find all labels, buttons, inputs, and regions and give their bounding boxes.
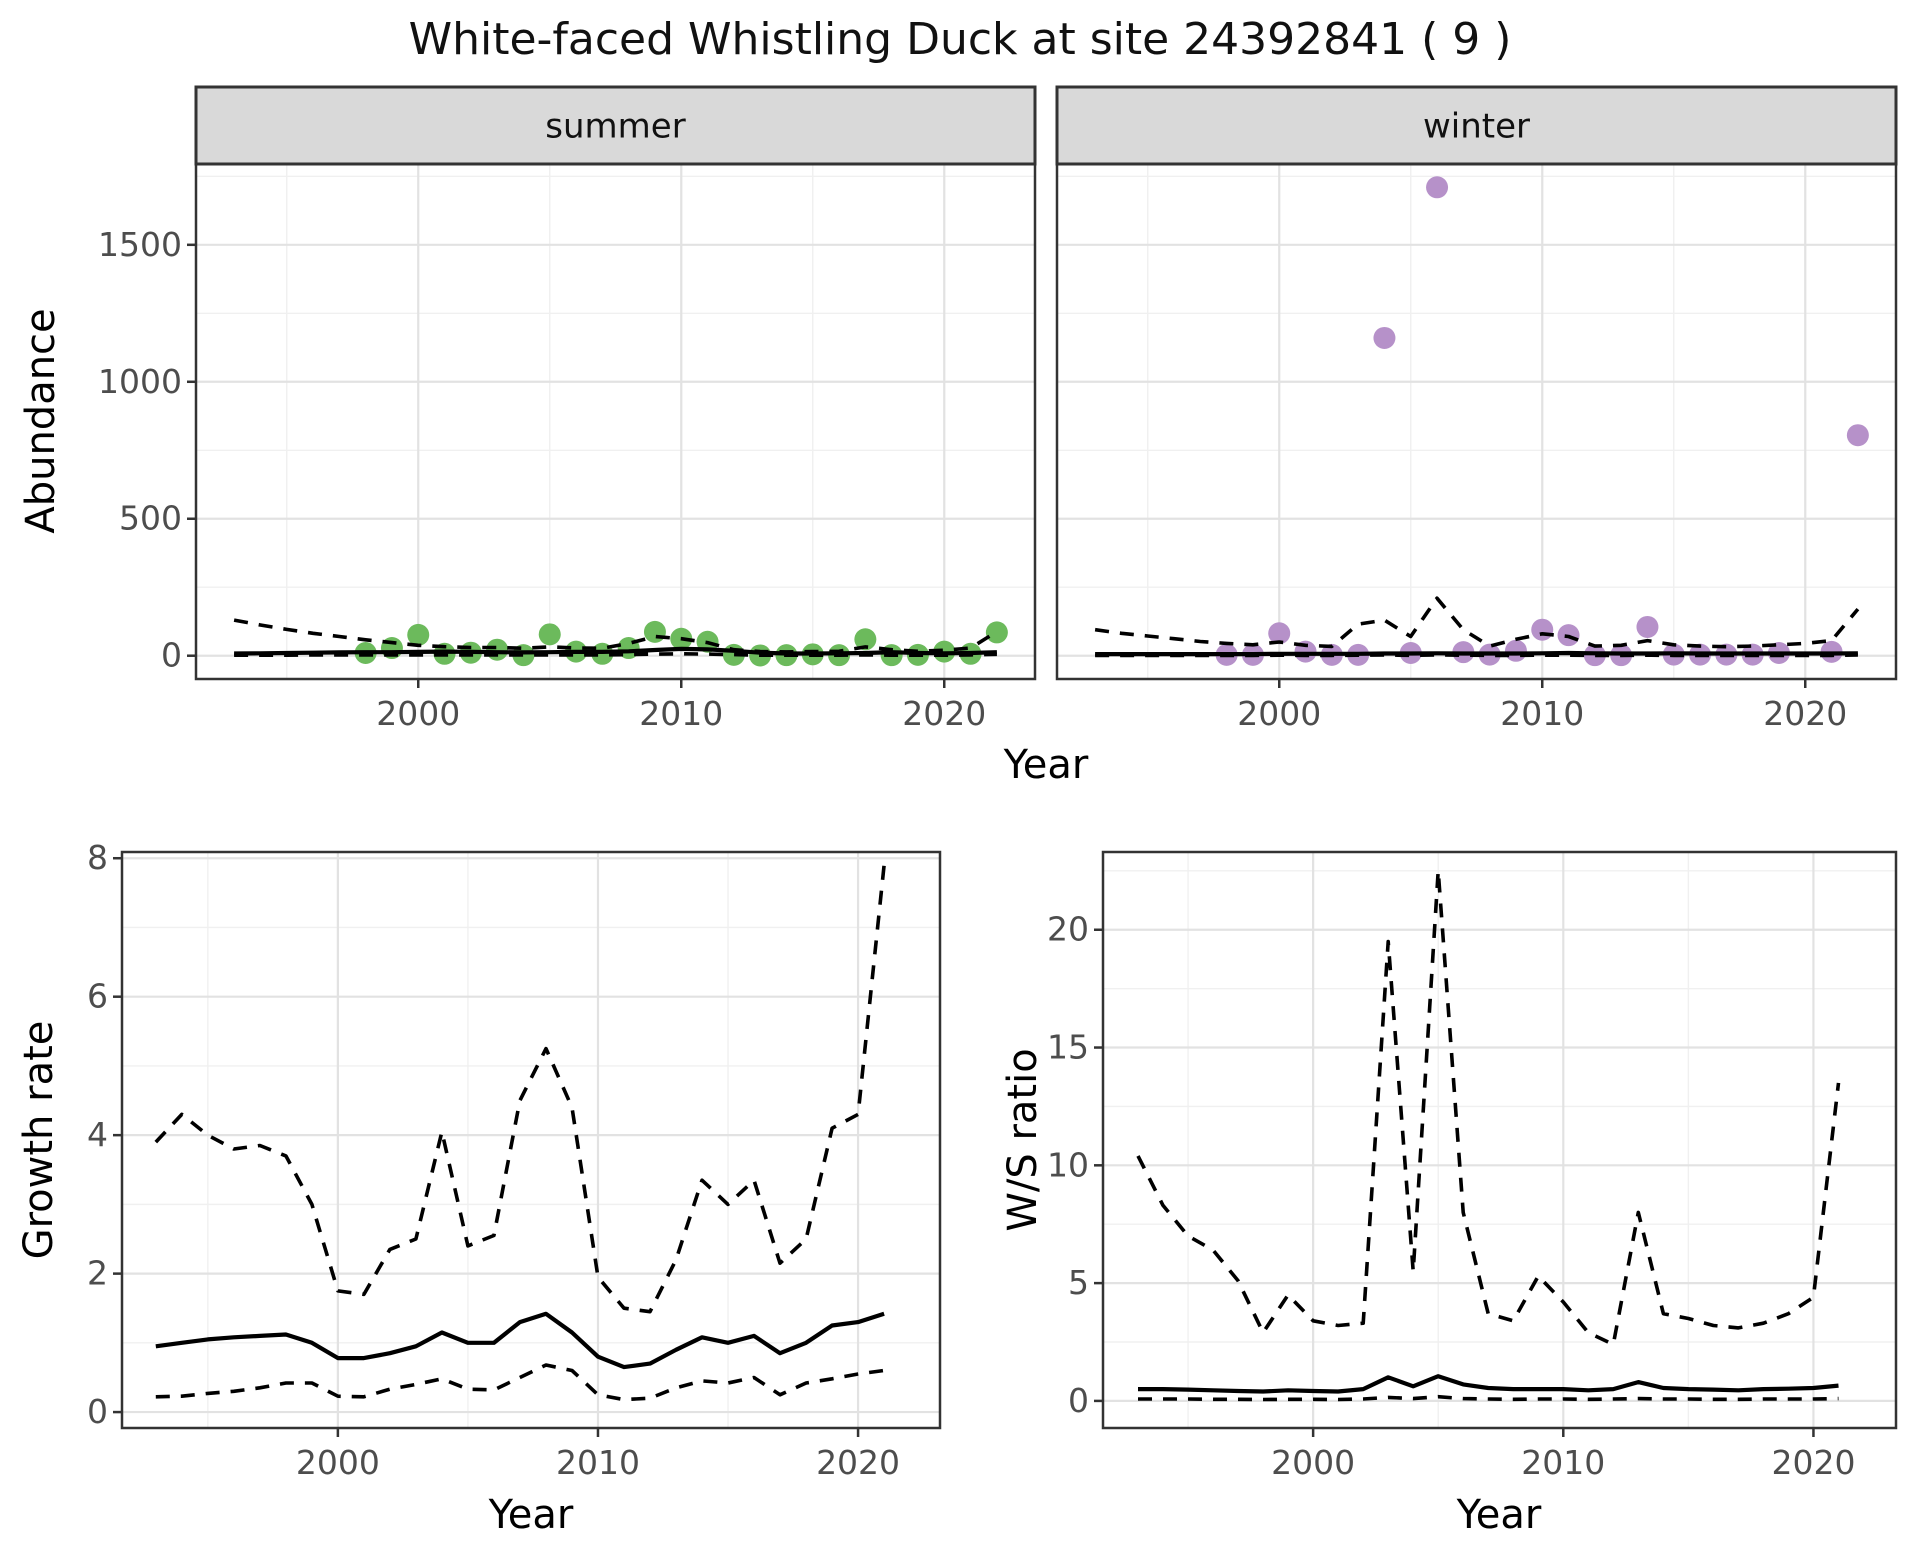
x-tick-label: 2020 (816, 1443, 900, 1482)
panel-background (1057, 164, 1896, 679)
chart-title: White-faced Whistling Duck at site 24392… (408, 14, 1512, 65)
panel-summer: summer 2000 2010 2020 0 500 1000 1500 (98, 85, 1037, 733)
facet-strip-label: winter (1423, 107, 1530, 147)
growth-rate-upper_ci-line (154, 865, 886, 1314)
summer-fitted_mean-line (234, 646, 997, 656)
ws-ratio-upper_ci-line (1136, 868, 1841, 1347)
winter-data-point (1636, 615, 1659, 638)
y-tick-label: 8 (87, 838, 108, 877)
axis-title-top-y: Abundance (18, 308, 64, 533)
growth-rate-mean_growth_rate-line (155, 1311, 885, 1370)
x-tick-label: 2000 (296, 1443, 380, 1482)
summer-data-point (854, 628, 877, 651)
winter-data-point (1426, 176, 1449, 199)
winter-fitted_mean-line (1095, 650, 1858, 657)
x-tick-label: 2020 (1763, 694, 1847, 733)
summer-data-point (643, 620, 666, 643)
y-tick-label: 20 (1047, 910, 1089, 949)
axis-title-ws-y: W/S ratio (1000, 1048, 1046, 1231)
panel-winter: winter 2000 2010 2020 (1055, 85, 1898, 733)
x-tick-label: 2010 (1500, 694, 1584, 733)
winter-data-point (1373, 326, 1396, 349)
winter-upper_ci-line (1094, 596, 1860, 649)
facet-strip (194, 85, 1037, 166)
panel-background (196, 164, 1035, 679)
summer-upper_ci-line (233, 618, 998, 654)
y-tick-label: 0 (87, 1392, 108, 1431)
facet-strip (1055, 85, 1898, 166)
panel-border (120, 850, 942, 1430)
x-tick-label: 2000 (1237, 694, 1321, 733)
axis-title-top-x: Year (1003, 742, 1089, 788)
y-tick-label: 1500 (98, 225, 182, 264)
y-tick-label: 5 (1068, 1263, 1089, 1302)
x-tick-label: 2010 (556, 1443, 640, 1482)
x-tick-label: 2010 (639, 694, 723, 733)
x-tick-label: 2020 (1771, 1443, 1855, 1482)
panel-ws-ratio: 2000 2010 2020 0 5 10 15 20 (1047, 850, 1898, 1482)
y-tick-label: 10 (1047, 1145, 1089, 1184)
summer-data-point (985, 621, 1008, 644)
axis-title-growth-x: Year (488, 1492, 574, 1538)
y-tick-label: 0 (161, 636, 182, 675)
facet-strip-label: summer (545, 107, 685, 147)
axis-title-ws-x: Year (1456, 1492, 1542, 1538)
summer-data-point (538, 623, 561, 646)
panel-background (122, 852, 940, 1428)
winter-data-point (1504, 639, 1527, 662)
x-tick-label: 2020 (902, 694, 986, 733)
panel-growth-rate: 2000 2010 2020 0 2 4 6 8 (87, 838, 942, 1482)
panel-background (1103, 852, 1896, 1428)
axis-title-growth-y: Growth rate (16, 1021, 62, 1260)
winter-data-point (1531, 618, 1554, 641)
y-tick-label: 2 (87, 1254, 108, 1293)
winter-data-point (1846, 424, 1869, 447)
x-tick-label: 2010 (1521, 1443, 1605, 1482)
y-tick-label: 15 (1047, 1028, 1089, 1067)
y-tick-label: 0 (1068, 1381, 1089, 1420)
y-tick-label: 6 (87, 977, 108, 1016)
y-tick-label: 1000 (98, 362, 182, 401)
summer-data-point (407, 623, 430, 646)
panel-border (1101, 850, 1898, 1430)
summer-data-point (486, 638, 509, 661)
x-tick-label: 2000 (1271, 1443, 1355, 1482)
ws-ratio-lower_ci-line (1138, 1394, 1839, 1402)
y-tick-label: 500 (119, 499, 182, 538)
x-tick-label: 2000 (376, 694, 460, 733)
ws-ratio-mean_ws_ratio-line (1138, 1374, 1839, 1394)
growth-rate-lower_ci-line (155, 1363, 885, 1402)
winter-data-point (1268, 622, 1291, 645)
y-tick-label: 4 (87, 1115, 108, 1154)
